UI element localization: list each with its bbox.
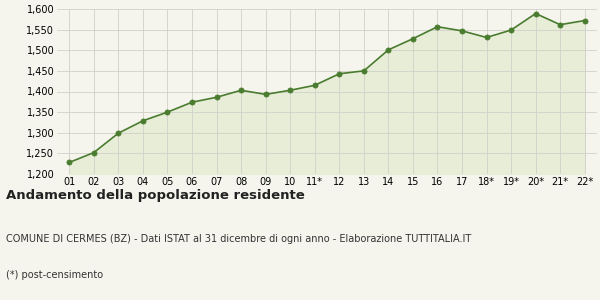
Point: [334, 71, 344, 76]
Point: [556, 22, 565, 27]
Point: [138, 118, 148, 123]
Point: [236, 88, 246, 93]
Point: [457, 28, 467, 33]
Point: [482, 35, 491, 40]
Point: [113, 131, 123, 136]
Point: [531, 11, 541, 16]
Point: [64, 160, 74, 165]
Point: [89, 150, 98, 155]
Text: COMUNE DI CERMES (BZ) - Dati ISTAT al 31 dicembre di ogni anno - Elaborazione TU: COMUNE DI CERMES (BZ) - Dati ISTAT al 31…: [6, 234, 471, 244]
Point: [506, 28, 516, 32]
Point: [580, 18, 590, 23]
Point: [212, 95, 221, 100]
Point: [408, 36, 418, 41]
Point: [163, 110, 172, 115]
Point: [261, 92, 271, 97]
Point: [286, 88, 295, 93]
Point: [310, 83, 320, 88]
Text: (*) post-censimento: (*) post-censimento: [6, 270, 103, 280]
Text: Andamento della popolazione residente: Andamento della popolazione residente: [6, 189, 305, 202]
Point: [359, 68, 368, 73]
Point: [383, 47, 393, 52]
Point: [433, 24, 442, 29]
Point: [187, 100, 197, 105]
